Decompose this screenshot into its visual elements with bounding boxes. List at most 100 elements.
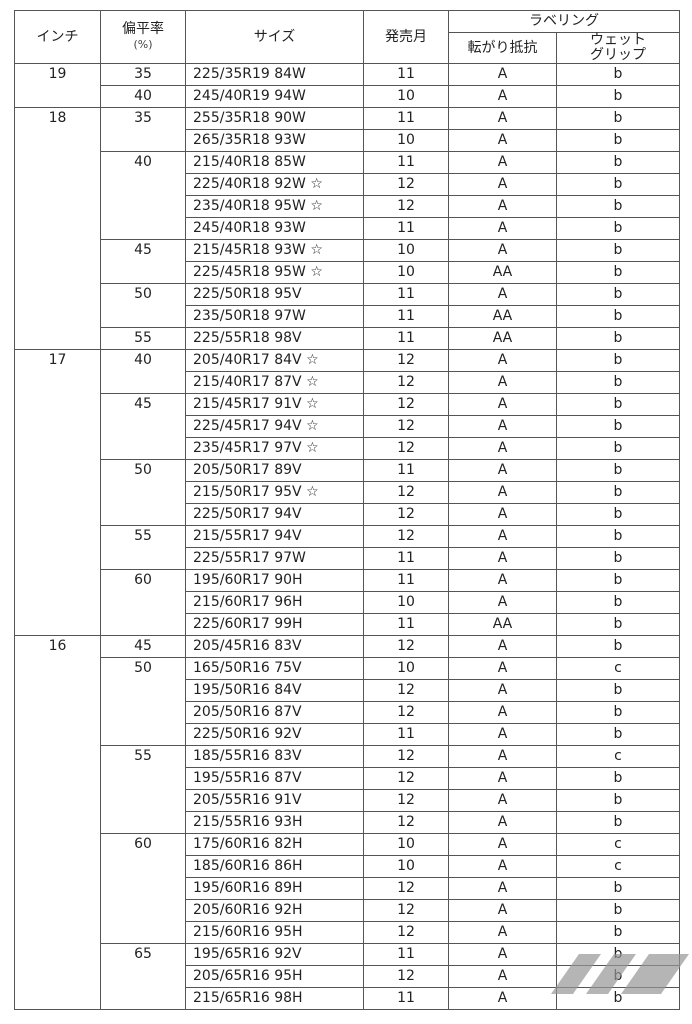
release-month-cell: 12 (363, 195, 449, 218)
wet-grip-cell: b (556, 349, 680, 372)
aspect-cell: 65 (100, 943, 186, 1010)
size-cell: 215/65R16 98H (185, 987, 364, 1010)
release-month-cell: 12 (363, 767, 449, 790)
aspect-cell: 55 (100, 525, 186, 570)
wet-grip-cell: b (556, 547, 680, 570)
aspect-cell: 40 (100, 85, 186, 108)
header-wet-grip-line1: ウェット (590, 32, 646, 48)
release-month-cell: 12 (363, 811, 449, 834)
release-month-cell: 12 (363, 965, 449, 988)
release-month-cell: 11 (363, 217, 449, 240)
size-cell: 245/40R19 94W (185, 85, 364, 108)
rolling-resistance-cell: A (448, 657, 557, 680)
size-cell: 235/50R18 97W (185, 305, 364, 328)
size-cell: 205/55R16 91V (185, 789, 364, 812)
rolling-resistance-cell: A (448, 503, 557, 526)
release-month-cell: 12 (363, 393, 449, 416)
table-row: 55 225/55R18 98V 11 AA b (15, 327, 680, 350)
wet-grip-cell: b (556, 173, 680, 196)
size-cell: 195/65R16 92V (185, 943, 364, 966)
aspect-cell: 55 (100, 327, 186, 350)
release-month-cell: 11 (363, 987, 449, 1010)
release-month-cell: 12 (363, 415, 449, 438)
table-header: インチ 偏平率 (%) サイズ 発売月 ラベリング 転がり抵抗 ウェット グリップ (14, 10, 680, 64)
size-cell: 225/55R18 98V (185, 327, 364, 350)
release-month-cell: 12 (363, 635, 449, 658)
wet-grip-cell: b (556, 305, 680, 328)
inch-cell: 17 (14, 349, 101, 636)
wet-grip-cell: c (556, 745, 680, 768)
wet-grip-cell: b (556, 921, 680, 944)
header-release-month: 発売月 (363, 10, 449, 64)
release-month-cell: 11 (363, 943, 449, 966)
size-cell: 215/50R17 95V ☆ (185, 481, 364, 504)
release-month-cell: 11 (363, 151, 449, 174)
rolling-resistance-cell: A (448, 723, 557, 746)
release-month-cell: 12 (363, 525, 449, 548)
size-cell: 205/60R16 92H (185, 899, 364, 922)
wet-grip-cell: b (556, 767, 680, 790)
rolling-resistance-cell: A (448, 921, 557, 944)
wet-grip-cell: c (556, 657, 680, 680)
release-month-cell: 12 (363, 899, 449, 922)
size-cell: 225/50R18 95V (185, 283, 364, 306)
rolling-resistance-cell: A (448, 217, 557, 240)
size-cell: 185/55R16 83V (185, 745, 364, 768)
wet-grip-cell: b (556, 899, 680, 922)
release-month-cell: 11 (363, 723, 449, 746)
release-month-cell: 10 (363, 657, 449, 680)
size-cell: 215/45R18 93W ☆ (185, 239, 364, 262)
size-cell: 225/40R18 92W ☆ (185, 173, 364, 196)
rolling-resistance-cell: A (448, 151, 557, 174)
aspect-cell: 50 (100, 657, 186, 746)
rolling-resistance-cell: A (448, 899, 557, 922)
wet-grip-cell: b (556, 63, 680, 86)
wet-grip-cell: b (556, 393, 680, 416)
wet-grip-cell: b (556, 327, 680, 350)
size-cell: 255/35R18 90W (185, 107, 364, 130)
inch-cell: 19 (14, 63, 101, 108)
aspect-cell: 60 (100, 833, 186, 944)
wet-grip-cell: b (556, 965, 680, 988)
rolling-resistance-cell: A (448, 833, 557, 856)
release-month-cell: 12 (363, 789, 449, 812)
rolling-resistance-cell: A (448, 591, 557, 614)
wet-grip-cell: b (556, 85, 680, 108)
rolling-resistance-cell: A (448, 195, 557, 218)
release-month-cell: 12 (363, 349, 449, 372)
header-labeling: ラベリング (448, 10, 680, 33)
size-cell: 165/50R16 75V (185, 657, 364, 680)
rolling-resistance-cell: A (448, 525, 557, 548)
inch-cell: 16 (14, 635, 101, 1010)
size-cell: 215/45R17 91V ☆ (185, 393, 364, 416)
inch-cell: 18 (14, 107, 101, 350)
rolling-resistance-cell: A (448, 481, 557, 504)
rolling-resistance-cell: AA (448, 261, 557, 284)
size-cell: 215/60R17 96H (185, 591, 364, 614)
wet-grip-cell: b (556, 107, 680, 130)
header-inch: インチ (14, 10, 101, 64)
release-month-cell: 11 (363, 283, 449, 306)
aspect-cell: 40 (100, 151, 186, 240)
rolling-resistance-cell: A (448, 943, 557, 966)
release-month-cell: 10 (363, 591, 449, 614)
header-aspect-unit: (%) (133, 38, 153, 51)
rolling-resistance-cell: A (448, 393, 557, 416)
wet-grip-cell: b (556, 525, 680, 548)
size-cell: 215/60R16 95H (185, 921, 364, 944)
header-aspect: 偏平率 (%) (100, 10, 186, 64)
rolling-resistance-cell: A (448, 877, 557, 900)
rolling-resistance-cell: A (448, 173, 557, 196)
rolling-resistance-cell: AA (448, 305, 557, 328)
rolling-resistance-cell: AA (448, 613, 557, 636)
wet-grip-cell: b (556, 591, 680, 614)
